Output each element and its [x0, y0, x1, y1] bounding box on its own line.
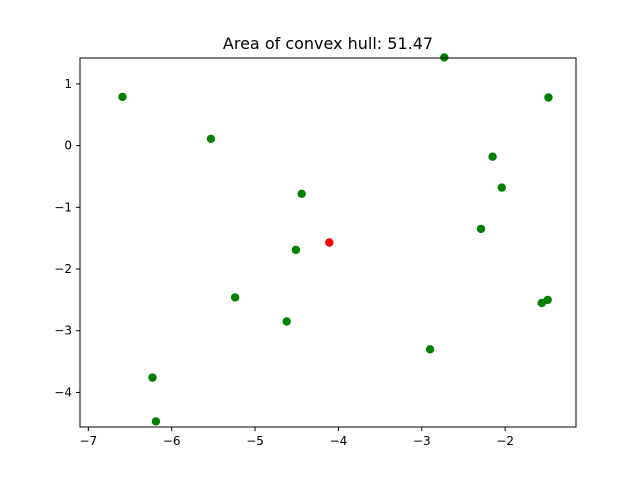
data-point — [297, 189, 306, 198]
data-point — [148, 373, 157, 382]
x-axis: −7 −6 −5 −4 −3 −2 — [79, 427, 514, 448]
data-point — [488, 152, 497, 161]
scatter-marks — [118, 53, 553, 426]
data-point — [476, 224, 486, 234]
x-tick-label: −3 — [413, 434, 431, 448]
data-point — [544, 93, 553, 102]
data-point — [537, 298, 546, 308]
data-point — [425, 345, 435, 354]
data-point — [497, 183, 506, 192]
x-tick-label: −5 — [246, 434, 264, 448]
data-point — [151, 417, 161, 426]
y-tick-label: −1 — [54, 200, 72, 214]
y-tick-label: 1 — [64, 77, 72, 91]
x-tick-label: −4 — [330, 434, 348, 448]
data-point — [230, 293, 240, 302]
plot-frame — [79, 57, 577, 428]
data-point — [325, 238, 334, 247]
data-point — [206, 134, 216, 143]
x-tick-label: −6 — [163, 434, 181, 448]
data-point — [118, 92, 127, 102]
x-tick-label: −2 — [496, 434, 514, 448]
x-tick-label: −7 — [79, 434, 97, 448]
y-tick-label: −4 — [54, 385, 72, 399]
chart-title: Area of convex hull: 51.47 — [223, 34, 433, 53]
y-axis: −4 −3 −2 −1 0 1 — [54, 77, 80, 399]
y-tick-label: 0 — [64, 139, 72, 153]
y-tick-label: −3 — [54, 324, 72, 338]
data-point — [440, 53, 449, 62]
data-point — [282, 317, 291, 326]
y-tick-label: −2 — [54, 262, 72, 276]
data-point — [291, 245, 301, 255]
